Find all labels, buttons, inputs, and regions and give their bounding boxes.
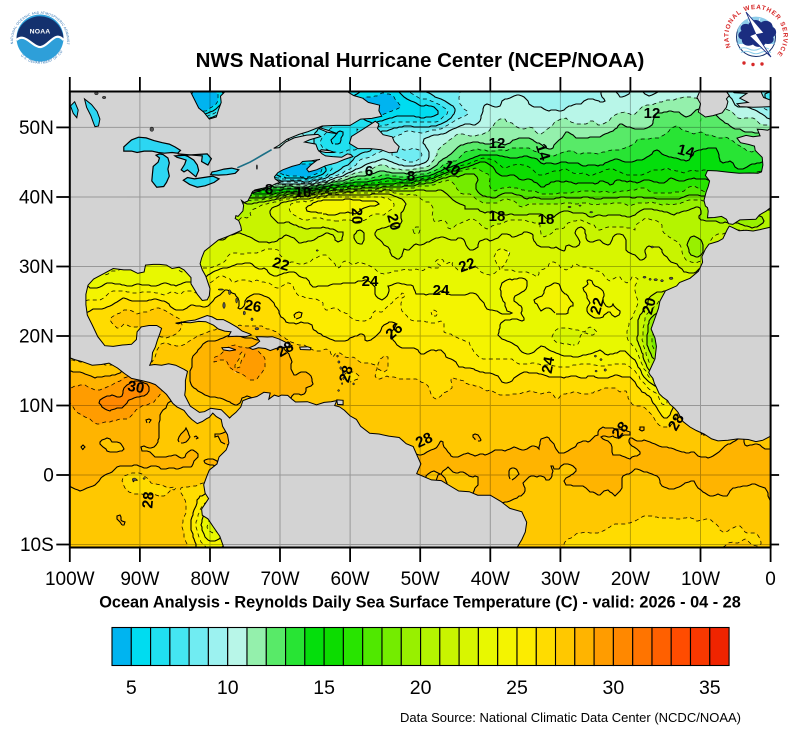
svg-text:5: 5 xyxy=(126,677,137,699)
svg-text:22: 22 xyxy=(271,254,292,275)
svg-text:22: 22 xyxy=(587,296,608,317)
svg-text:30N: 30N xyxy=(19,257,54,278)
svg-text:20: 20 xyxy=(383,212,404,233)
svg-text:15: 15 xyxy=(313,677,335,699)
svg-text:90W: 90W xyxy=(120,569,159,590)
svg-text:70W: 70W xyxy=(260,569,299,590)
svg-text:20: 20 xyxy=(639,296,660,317)
svg-text:10S: 10S xyxy=(20,535,54,556)
svg-text:6: 6 xyxy=(365,163,373,180)
svg-text:35: 35 xyxy=(699,677,721,699)
svg-text:10N: 10N xyxy=(19,396,54,417)
svg-text:12: 12 xyxy=(489,135,506,152)
svg-text:28: 28 xyxy=(336,364,357,385)
svg-text:20W: 20W xyxy=(611,569,650,590)
svg-text:40W: 40W xyxy=(471,569,510,590)
svg-text:10: 10 xyxy=(295,184,312,201)
svg-text:Data Source: National Climatic: Data Source: National Climatic Data Cent… xyxy=(400,710,741,725)
svg-text:10W: 10W xyxy=(681,569,720,590)
svg-text:30: 30 xyxy=(126,378,145,398)
svg-text:0: 0 xyxy=(765,569,776,590)
svg-text:8: 8 xyxy=(407,168,415,185)
svg-text:50W: 50W xyxy=(401,569,440,590)
svg-text:Ocean Analysis - Reynolds Dail: Ocean Analysis - Reynolds Daily Sea Surf… xyxy=(99,594,741,612)
svg-text:22: 22 xyxy=(456,255,477,277)
svg-text:10: 10 xyxy=(440,157,463,180)
svg-text:80W: 80W xyxy=(190,569,229,590)
svg-text:14: 14 xyxy=(676,141,697,162)
svg-text:28: 28 xyxy=(274,338,297,361)
svg-text:8: 8 xyxy=(265,181,273,198)
svg-text:28: 28 xyxy=(139,491,157,509)
svg-text:NOAA: NOAA xyxy=(30,29,51,36)
svg-text:60W: 60W xyxy=(331,569,370,590)
svg-text:25: 25 xyxy=(506,677,528,699)
svg-text:100W: 100W xyxy=(45,569,95,590)
svg-text:10: 10 xyxy=(217,677,239,699)
svg-text:24: 24 xyxy=(362,273,379,290)
svg-text:14: 14 xyxy=(532,142,554,164)
svg-text:30W: 30W xyxy=(541,569,580,590)
svg-text:26: 26 xyxy=(243,297,262,317)
svg-text:40N: 40N xyxy=(19,188,54,209)
svg-text:NWS National Hurricane Center: NWS National Hurricane Center (NCEP/NOAA… xyxy=(196,49,645,72)
svg-text:24: 24 xyxy=(539,355,559,375)
svg-text:20N: 20N xyxy=(19,327,54,348)
svg-text:28: 28 xyxy=(413,429,435,451)
svg-text:12: 12 xyxy=(644,105,661,122)
svg-text:18: 18 xyxy=(538,211,555,228)
svg-text:30: 30 xyxy=(603,677,625,699)
svg-text:20: 20 xyxy=(410,677,432,699)
svg-text:20: 20 xyxy=(348,207,366,224)
svg-text:0: 0 xyxy=(43,466,54,487)
svg-text:28: 28 xyxy=(665,411,688,434)
svg-text:50N: 50N xyxy=(19,118,54,139)
svg-text:24: 24 xyxy=(433,282,450,299)
svg-text:18: 18 xyxy=(489,208,506,225)
